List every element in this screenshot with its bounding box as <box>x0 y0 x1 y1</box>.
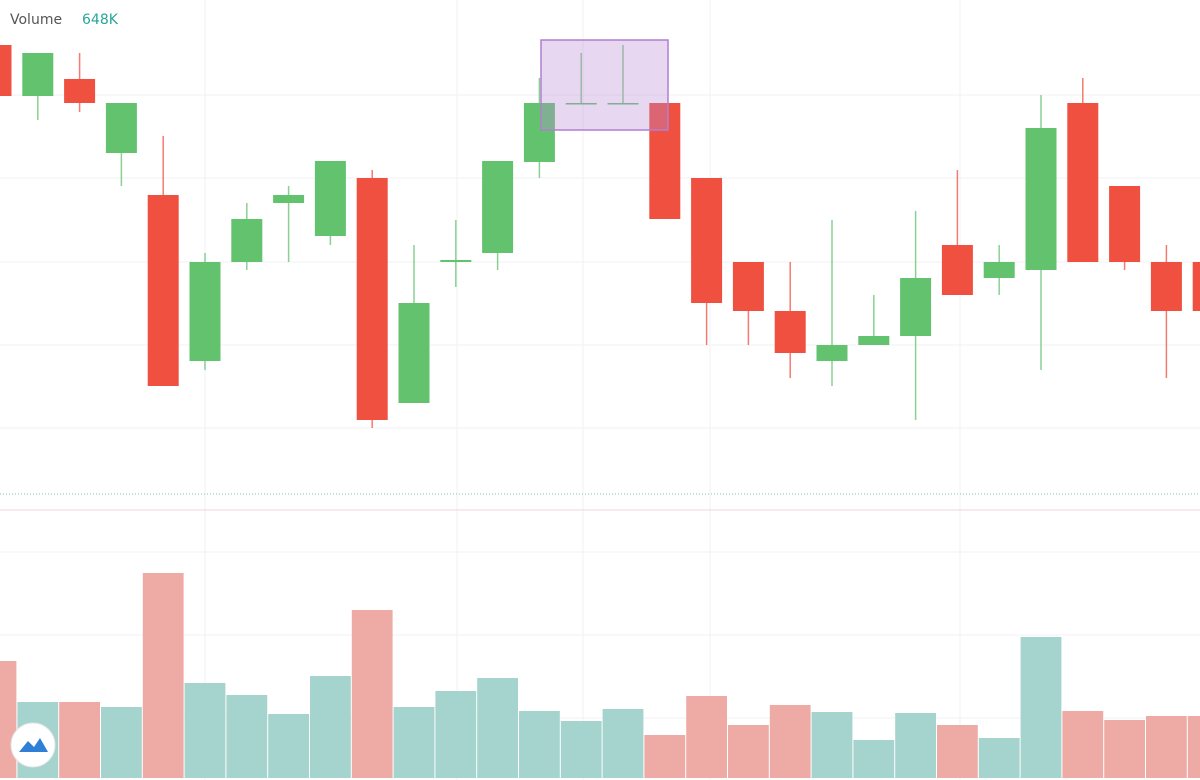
candle-body <box>314 161 346 236</box>
volume-bar <box>853 740 895 778</box>
candle-body <box>691 178 723 303</box>
candle-body <box>983 262 1015 278</box>
logo-icon[interactable] <box>19 738 48 752</box>
candle-body <box>440 260 472 262</box>
volume-bar <box>310 676 351 778</box>
candle-body <box>1109 186 1141 262</box>
volume-bar <box>769 705 811 778</box>
volume-bar <box>435 691 477 778</box>
volume-bar <box>644 735 686 778</box>
volume-bar <box>268 714 309 778</box>
candle-body <box>64 79 96 103</box>
candle-body <box>1150 262 1182 311</box>
volume-bar <box>351 610 393 778</box>
candle-body <box>774 311 806 353</box>
logo-circle[interactable] <box>10 722 56 768</box>
volume-bar <box>184 683 226 778</box>
volume-bar <box>1104 720 1145 778</box>
candle-body <box>482 161 514 253</box>
volume-bar <box>1187 716 1200 778</box>
volume-bar <box>937 725 978 778</box>
volume-bar <box>59 702 100 778</box>
candle-body <box>398 303 430 403</box>
volume-bar <box>1062 711 1104 778</box>
volume-bar <box>1146 716 1187 778</box>
volume-bar <box>519 711 560 778</box>
candle-body <box>189 262 221 361</box>
annotation-box <box>540 39 669 131</box>
candle-body <box>900 278 932 336</box>
legend-title: Volume <box>10 12 62 28</box>
candle-body <box>858 336 890 345</box>
candle-body <box>273 195 305 203</box>
volume-bar <box>226 695 268 778</box>
candle-body <box>356 178 388 420</box>
volume-bar <box>728 725 769 778</box>
legend-value: 648K <box>82 12 119 28</box>
candle-body <box>1067 103 1099 262</box>
volume-bar <box>560 721 602 778</box>
candle-body <box>22 53 54 96</box>
candle-body <box>1192 262 1200 311</box>
candle-body <box>565 103 597 105</box>
volume-pane <box>0 573 1200 778</box>
candle-body <box>732 262 764 311</box>
volume-bar <box>0 661 17 778</box>
volume-bar <box>811 712 853 778</box>
volume-bar <box>1020 637 1062 778</box>
candle-body <box>105 103 137 153</box>
volume-bar <box>142 573 184 778</box>
candle-body <box>1025 128 1057 270</box>
candle-body <box>0 45 12 96</box>
candle-body <box>523 103 555 162</box>
volume-bar <box>393 707 435 778</box>
candle-body <box>816 345 848 361</box>
volume-bar <box>101 707 142 778</box>
volume-bar <box>686 696 727 778</box>
candle-body <box>147 195 179 386</box>
volume-bar <box>895 713 936 778</box>
volume-bar <box>978 738 1020 778</box>
candle-body <box>231 219 263 262</box>
logo[interactable] <box>10 722 56 768</box>
candle-body <box>941 245 973 295</box>
volume-bar <box>602 709 644 778</box>
candle-body <box>649 103 681 219</box>
volume-bar <box>477 678 518 778</box>
candle-body <box>607 103 639 105</box>
price-pane <box>0 45 1200 428</box>
